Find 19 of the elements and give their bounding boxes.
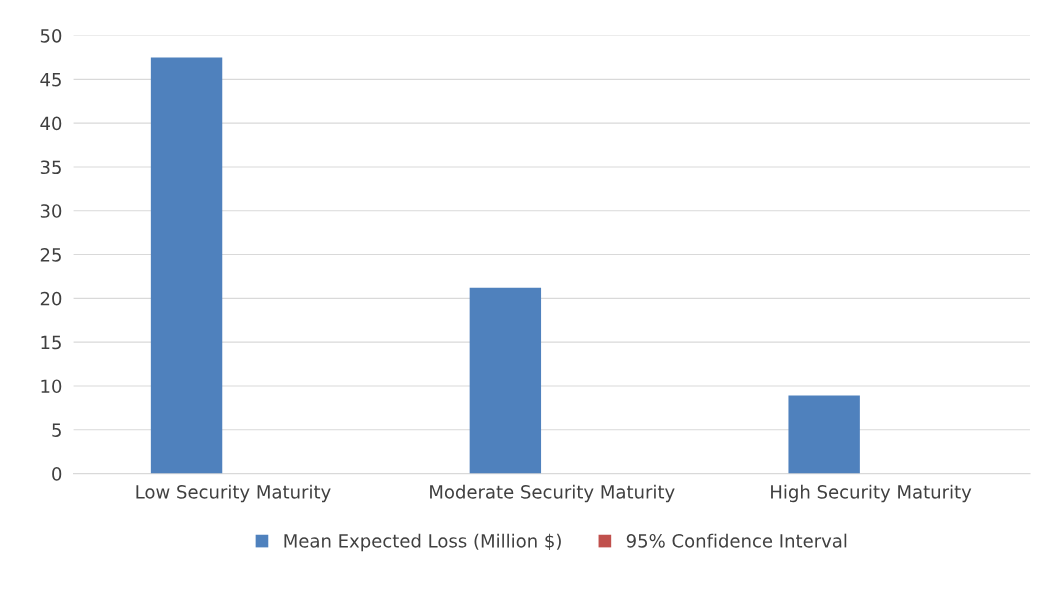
y-tick-label: 5 <box>52 423 61 437</box>
x-tick-label: Moderate Security Maturity <box>430 484 675 503</box>
y-tick-label: 20 <box>40 291 62 306</box>
y-tick-label: 25 <box>40 248 61 262</box>
bar <box>788 395 860 474</box>
x-tick-label: High Security Maturity <box>771 484 972 503</box>
bar <box>469 287 542 474</box>
y-tick-label: 50 <box>40 28 62 43</box>
x-tick-label: Low Security Maturity <box>136 484 331 503</box>
legend-label: Mean Expected Loss (Million $) <box>284 533 561 552</box>
y-tick-label: 40 <box>40 116 62 131</box>
legend-label: 95% Confidence Interval <box>626 533 847 548</box>
y-tick-label: 45 <box>40 73 61 87</box>
y-tick-label: 30 <box>40 204 62 218</box>
y-tick-label: 35 <box>40 160 61 175</box>
y-tick-label: 15 <box>41 335 61 350</box>
y-tick-label: 0 <box>52 467 62 481</box>
y-tick-label: 10 <box>41 379 62 394</box>
bar <box>150 57 223 474</box>
